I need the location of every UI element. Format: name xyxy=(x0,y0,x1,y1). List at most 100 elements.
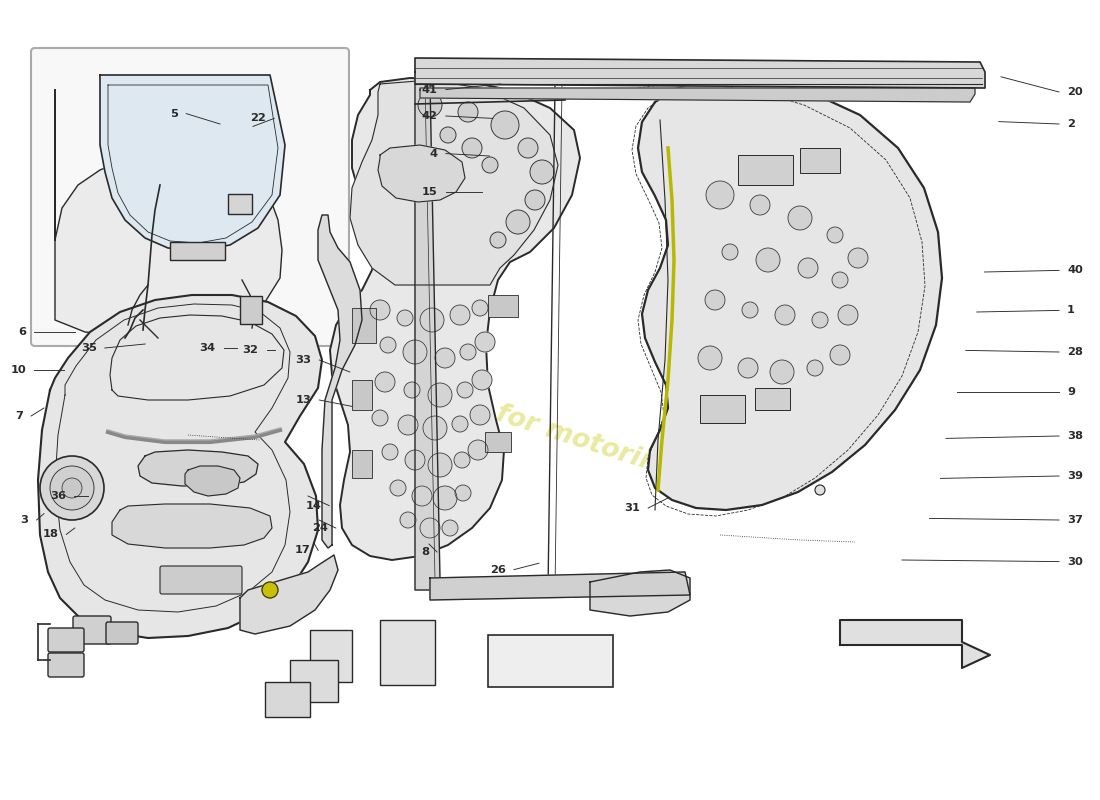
Bar xyxy=(379,620,434,685)
Text: 32: 32 xyxy=(243,346,258,355)
Polygon shape xyxy=(112,504,272,548)
Circle shape xyxy=(420,308,444,332)
Circle shape xyxy=(472,370,492,390)
Circle shape xyxy=(62,478,82,498)
Text: 30: 30 xyxy=(1067,557,1082,566)
Circle shape xyxy=(382,444,398,460)
Text: 37: 37 xyxy=(1067,515,1082,525)
Text: 8: 8 xyxy=(421,547,429,557)
Polygon shape xyxy=(590,570,690,616)
Circle shape xyxy=(397,310,412,326)
Text: 17: 17 xyxy=(295,546,310,555)
Polygon shape xyxy=(318,215,362,548)
Polygon shape xyxy=(39,295,322,638)
FancyBboxPatch shape xyxy=(48,653,84,677)
FancyBboxPatch shape xyxy=(106,622,138,644)
Polygon shape xyxy=(420,88,975,102)
Polygon shape xyxy=(240,555,338,634)
Polygon shape xyxy=(350,80,558,285)
Text: 31: 31 xyxy=(625,503,640,513)
Circle shape xyxy=(434,348,455,368)
Polygon shape xyxy=(100,75,285,250)
Circle shape xyxy=(490,232,506,248)
Circle shape xyxy=(788,206,812,230)
Circle shape xyxy=(372,410,388,426)
Bar xyxy=(290,660,338,702)
Text: 41: 41 xyxy=(422,85,438,94)
Circle shape xyxy=(462,138,482,158)
Circle shape xyxy=(491,111,519,139)
Polygon shape xyxy=(185,466,240,496)
Circle shape xyxy=(428,383,452,407)
Polygon shape xyxy=(138,450,258,486)
Bar xyxy=(240,296,262,324)
Text: 9: 9 xyxy=(1067,387,1075,397)
Text: 14: 14 xyxy=(306,501,321,510)
Circle shape xyxy=(470,405,490,425)
FancyBboxPatch shape xyxy=(160,566,242,594)
Circle shape xyxy=(706,181,734,209)
Bar xyxy=(352,450,372,478)
Circle shape xyxy=(424,416,447,440)
Text: 10: 10 xyxy=(11,365,26,374)
Circle shape xyxy=(756,248,780,272)
Text: 39: 39 xyxy=(1067,471,1084,481)
Text: a passion for motoring1985: a passion for motoring1985 xyxy=(351,354,749,506)
Polygon shape xyxy=(330,78,580,560)
Circle shape xyxy=(827,227,843,243)
Circle shape xyxy=(738,358,758,378)
Circle shape xyxy=(525,190,544,210)
Circle shape xyxy=(506,210,530,234)
Polygon shape xyxy=(378,145,465,202)
Text: 35: 35 xyxy=(81,343,97,353)
Circle shape xyxy=(418,93,442,117)
Text: 13: 13 xyxy=(296,395,311,405)
Circle shape xyxy=(815,485,825,495)
Circle shape xyxy=(454,452,470,468)
Text: 1: 1 xyxy=(1067,306,1075,315)
Circle shape xyxy=(460,344,476,360)
Bar xyxy=(700,395,745,423)
Circle shape xyxy=(838,305,858,325)
Bar xyxy=(755,388,790,410)
Text: 42: 42 xyxy=(422,111,438,121)
Circle shape xyxy=(812,312,828,328)
Circle shape xyxy=(468,440,488,460)
Text: 33: 33 xyxy=(295,355,311,365)
Circle shape xyxy=(440,127,456,143)
Circle shape xyxy=(404,382,420,398)
Text: 28: 28 xyxy=(1067,347,1082,357)
Text: 36: 36 xyxy=(50,491,66,501)
Circle shape xyxy=(458,102,478,122)
Text: 15: 15 xyxy=(422,187,438,197)
Circle shape xyxy=(776,305,795,325)
Polygon shape xyxy=(415,58,984,88)
Circle shape xyxy=(807,360,823,376)
Text: 2: 2 xyxy=(1067,119,1075,129)
Circle shape xyxy=(390,480,406,496)
Circle shape xyxy=(428,453,452,477)
Circle shape xyxy=(472,300,488,316)
Bar xyxy=(800,148,840,173)
Bar xyxy=(352,380,372,410)
Text: 38: 38 xyxy=(1067,431,1084,441)
Text: 26: 26 xyxy=(491,565,506,574)
Bar xyxy=(488,635,613,687)
Circle shape xyxy=(403,340,427,364)
Bar xyxy=(170,242,226,260)
Circle shape xyxy=(482,157,498,173)
Circle shape xyxy=(398,415,418,435)
Text: 24: 24 xyxy=(312,523,328,533)
Bar xyxy=(265,682,310,717)
Circle shape xyxy=(705,290,725,310)
Circle shape xyxy=(412,486,432,506)
Circle shape xyxy=(518,138,538,158)
Text: 34: 34 xyxy=(199,343,216,353)
Text: 22: 22 xyxy=(251,114,266,123)
Polygon shape xyxy=(430,572,690,600)
Circle shape xyxy=(722,244,738,260)
Circle shape xyxy=(742,302,758,318)
Circle shape xyxy=(475,332,495,352)
Circle shape xyxy=(456,382,473,398)
Bar xyxy=(228,194,252,214)
